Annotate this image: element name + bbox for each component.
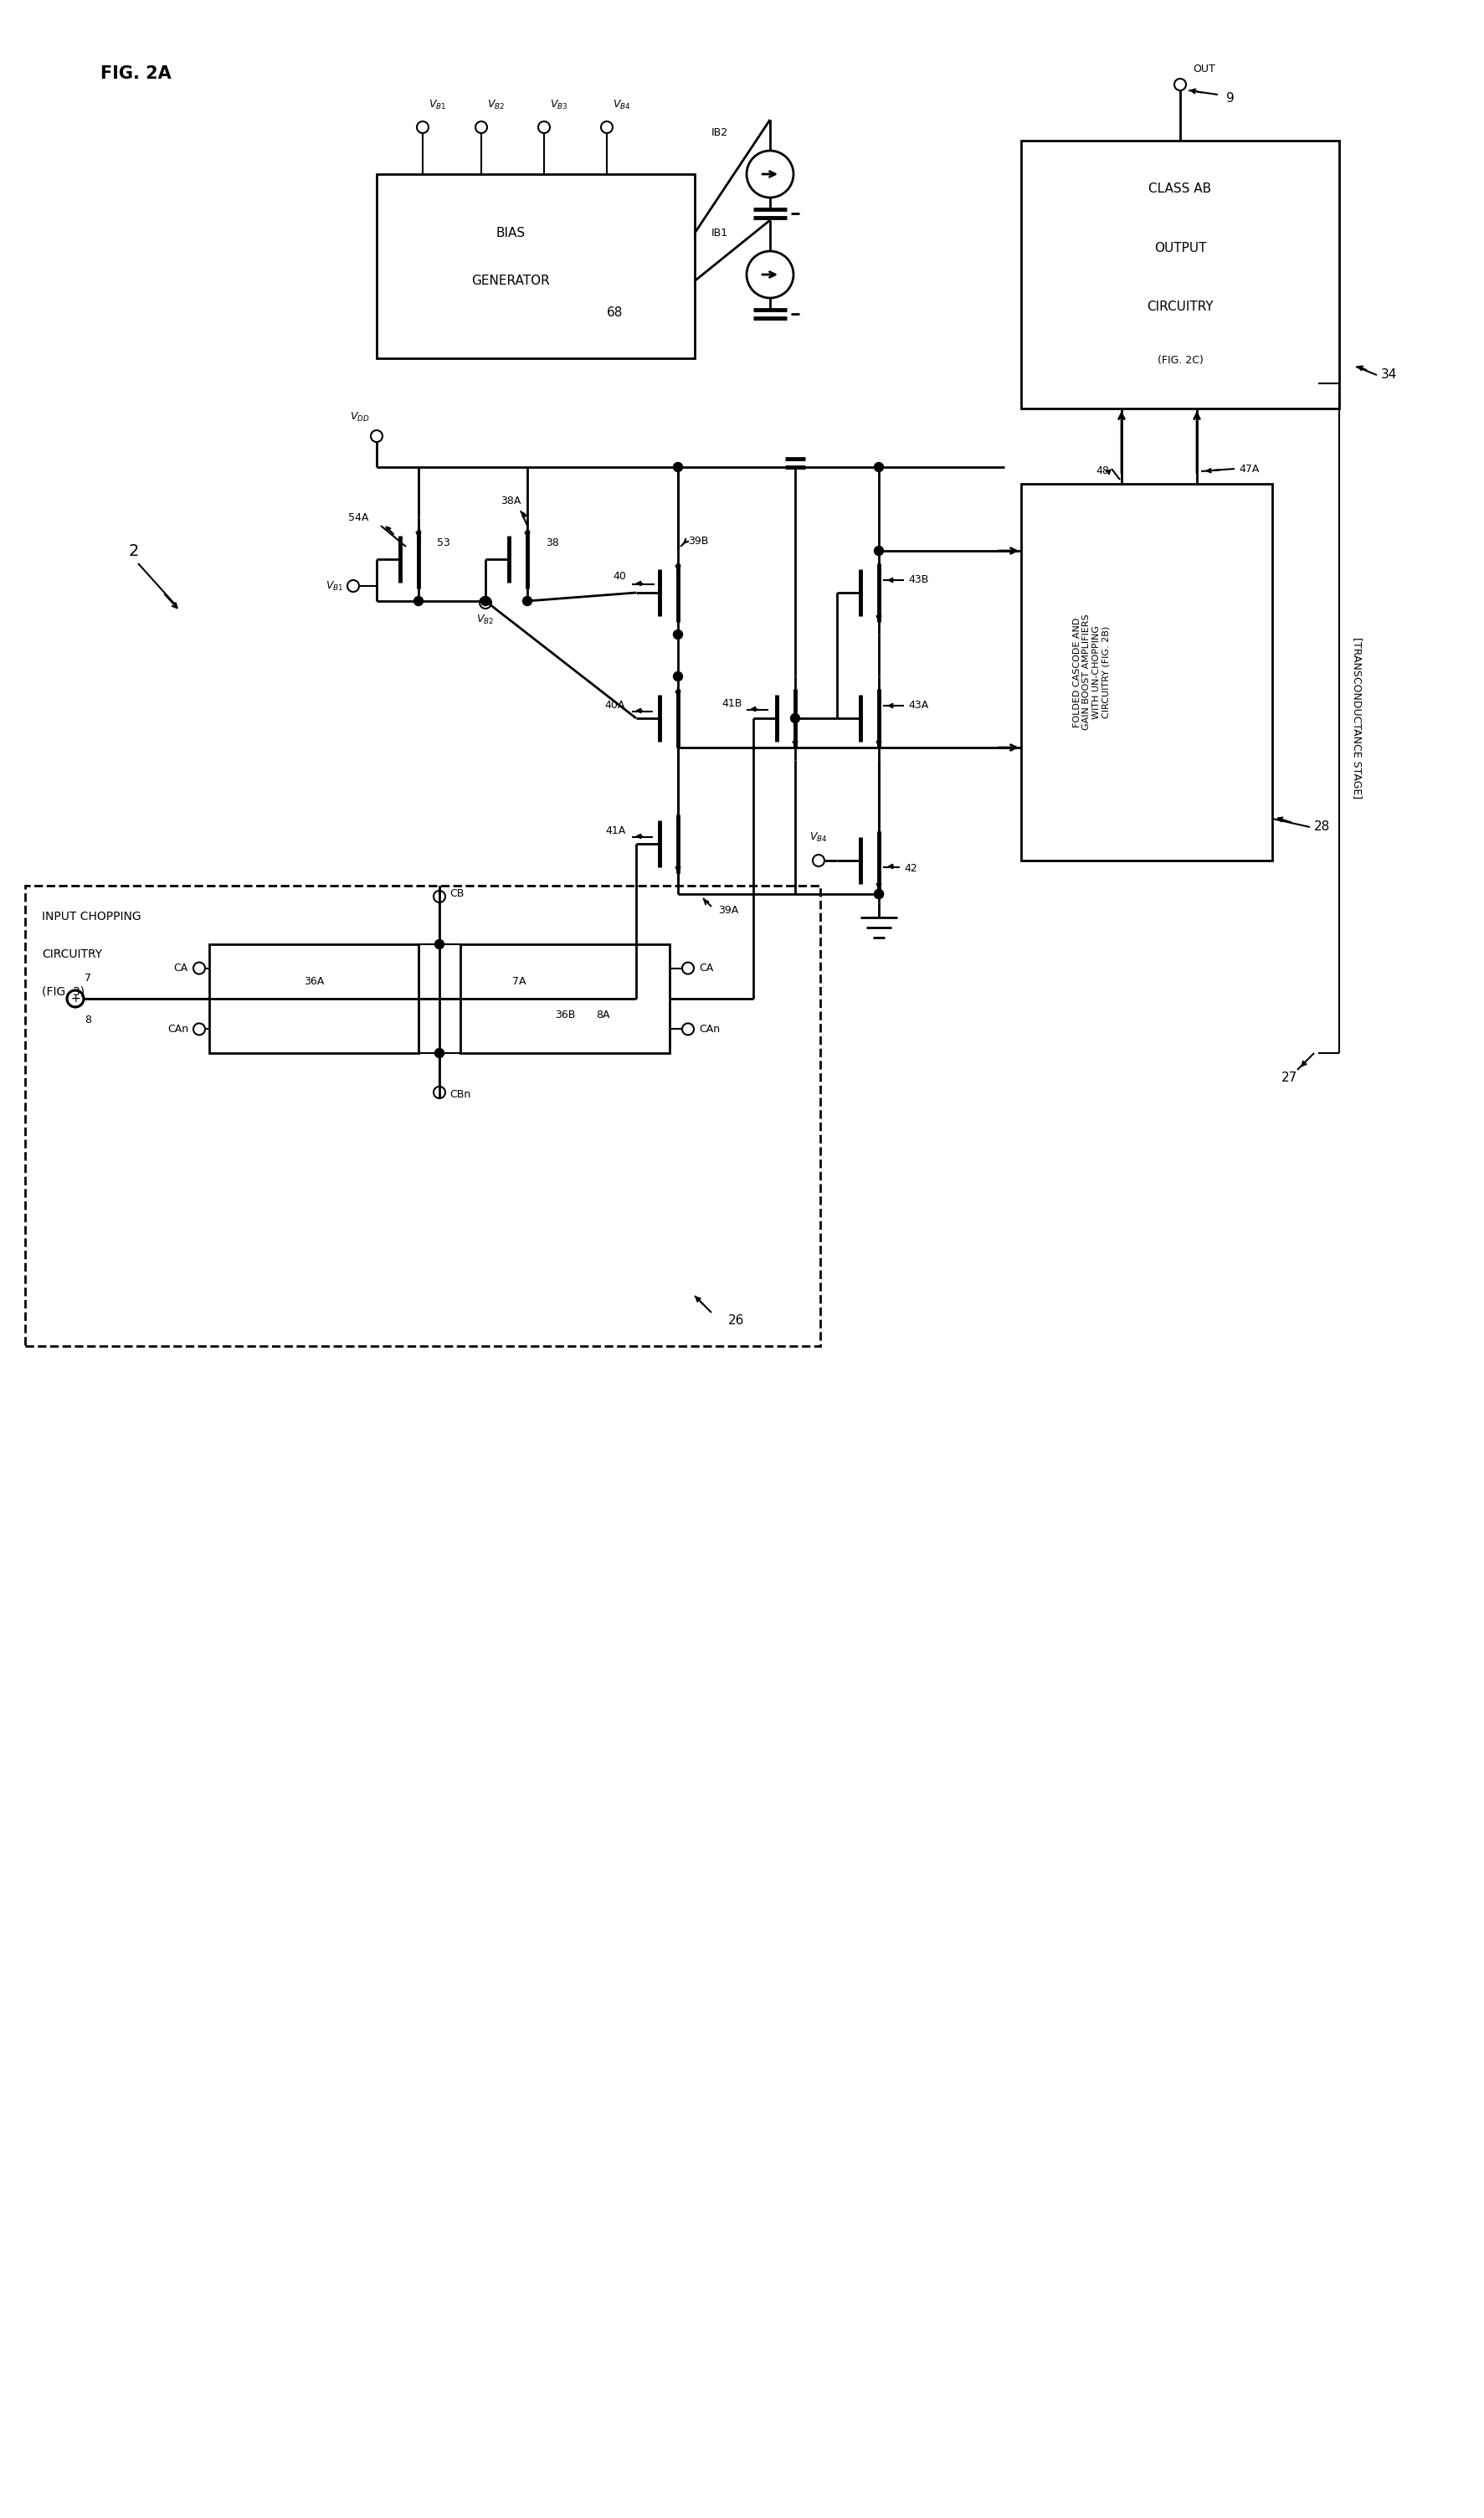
Text: CIRCUITRY: CIRCUITRY [42, 949, 102, 959]
Text: 9: 9 [1226, 93, 1235, 106]
Bar [1021, 141, 1339, 408]
Circle shape [874, 889, 883, 899]
Text: 43B: 43B [908, 574, 929, 587]
Text: 68: 68 [607, 307, 623, 317]
Text: [TRANSCONDUCTANCE STAGE]: [TRANSCONDUCTANCE STAGE] [1352, 637, 1362, 798]
Text: (FIG. 2C): (FIG. 2C) [1158, 355, 1204, 365]
Bar [25, 886, 821, 1347]
Text: 7A: 7A [512, 977, 525, 987]
Text: $V_{B2}$: $V_{B2}$ [487, 98, 505, 111]
Circle shape [674, 630, 683, 640]
Text: BIAS: BIAS [496, 227, 525, 239]
Text: 38A: 38A [500, 496, 521, 506]
Text: CB: CB [450, 889, 464, 899]
Text: 36A: 36A [304, 977, 324, 987]
Text: $V_{B1}$: $V_{B1}$ [429, 98, 447, 111]
Text: CAn: CAn [699, 1025, 720, 1035]
Text: CBn: CBn [450, 1090, 470, 1100]
Text: $V_{DD}$: $V_{DD}$ [350, 410, 370, 423]
Text: 54A: 54A [347, 511, 368, 524]
Text: $V_{B4}$: $V_{B4}$ [810, 831, 828, 844]
Text: FOLDED CASCODE AND
GAIN BOOST AMPLIFIERS
WITH UN-CHOPPING
CIRCUITRY (FIG. 2B): FOLDED CASCODE AND GAIN BOOST AMPLIFIERS… [1073, 614, 1110, 730]
Circle shape [674, 672, 683, 680]
Text: $V_{B4}$: $V_{B4}$ [613, 98, 631, 111]
Circle shape [481, 597, 490, 607]
Text: CAn: CAn [168, 1025, 188, 1035]
Circle shape [435, 1047, 444, 1058]
Text: $V_{B1}$: $V_{B1}$ [325, 579, 343, 592]
Text: $V_{B3}$: $V_{B3}$ [551, 98, 568, 111]
Text: 27: 27 [1281, 1073, 1297, 1085]
Text: 40: 40 [613, 572, 626, 582]
Text: IB2: IB2 [711, 126, 729, 138]
Bar [377, 174, 695, 358]
Bar [209, 944, 418, 1053]
Text: CIRCUITRY: CIRCUITRY [1147, 300, 1214, 312]
Circle shape [874, 546, 883, 556]
Text: OUTPUT: OUTPUT [1155, 242, 1206, 254]
Bar [460, 944, 669, 1053]
Text: 53: 53 [436, 536, 450, 549]
Text: FIG. 2A: FIG. 2A [101, 65, 171, 83]
Text: (FIG. 3): (FIG. 3) [42, 987, 85, 997]
Circle shape [674, 889, 683, 899]
Text: 40A: 40A [605, 700, 625, 710]
Text: 8: 8 [85, 1015, 91, 1025]
Circle shape [791, 713, 800, 723]
Text: 26: 26 [729, 1314, 745, 1327]
Text: 28: 28 [1315, 821, 1330, 833]
Text: GENERATOR: GENERATOR [470, 274, 549, 287]
Text: 39A: 39A [718, 906, 739, 917]
Text: 34: 34 [1382, 368, 1398, 380]
Text: 47A: 47A [1239, 463, 1258, 473]
Text: $V_{B2}$: $V_{B2}$ [476, 614, 494, 627]
Text: OUT: OUT [1193, 63, 1215, 76]
Text: CA: CA [174, 962, 188, 974]
Text: 41B: 41B [723, 697, 742, 708]
Text: 2: 2 [129, 544, 139, 559]
Text: 39B: 39B [689, 536, 708, 546]
Circle shape [874, 889, 883, 899]
Bar [1021, 483, 1272, 861]
Circle shape [522, 597, 531, 607]
Circle shape [674, 463, 683, 471]
Circle shape [874, 463, 883, 471]
Text: −: − [70, 992, 80, 1005]
Text: +: + [70, 992, 80, 1005]
Text: CLASS AB: CLASS AB [1149, 184, 1211, 194]
Text: 43A: 43A [908, 700, 929, 710]
Text: 41A: 41A [605, 826, 625, 836]
Text: 8A: 8A [595, 1010, 610, 1020]
Text: 36B: 36B [555, 1010, 576, 1020]
Text: 38: 38 [546, 536, 559, 549]
Text: 48: 48 [1095, 466, 1109, 476]
Circle shape [414, 597, 423, 607]
Text: 7: 7 [85, 972, 91, 982]
Text: INPUT CHOPPING: INPUT CHOPPING [42, 912, 141, 922]
Circle shape [435, 939, 444, 949]
Text: CA: CA [699, 962, 714, 974]
Text: IB1: IB1 [711, 227, 729, 239]
Text: 42: 42 [904, 864, 917, 874]
